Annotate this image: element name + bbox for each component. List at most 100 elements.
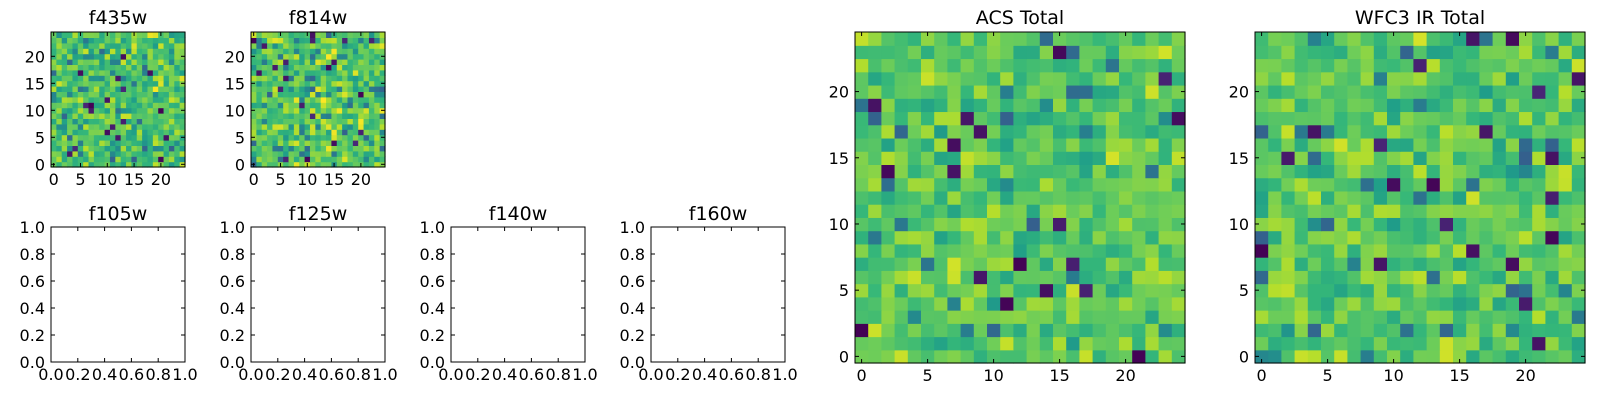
heatmap-cell [1105, 190, 1120, 205]
heatmap-cell [104, 80, 111, 87]
heatmap-cell [256, 91, 263, 98]
heatmap-cell [288, 91, 295, 98]
heatmap-cell [1360, 336, 1375, 351]
heatmap-cell [293, 145, 300, 152]
heatmap-cell [251, 113, 257, 119]
heatmap-cell [272, 161, 279, 168]
heatmap-cell [342, 113, 349, 119]
heatmap-cell [256, 140, 263, 146]
heatmap-cell [261, 91, 268, 98]
heatmap-cell [1413, 164, 1428, 179]
heatmap-cell [163, 140, 170, 146]
heatmap-cell [1373, 257, 1388, 271]
heatmap-cell [1105, 58, 1120, 73]
heatmap-cell [1013, 230, 1028, 245]
heatmap-cell [131, 134, 138, 141]
heatmap-cell [320, 134, 327, 141]
heatmap-cell [251, 64, 257, 71]
heatmap-cell [72, 53, 79, 60]
heatmap-cell [163, 91, 170, 98]
heatmap-cell [1532, 111, 1546, 126]
heatmap-cell [126, 37, 132, 44]
heatmap-cell [77, 107, 84, 114]
heatmap-cell [374, 96, 381, 103]
heatmap-cell [363, 161, 370, 168]
heatmap-cell [304, 69, 311, 76]
heatmap-cell [368, 145, 375, 152]
heatmap-cell [179, 86, 186, 92]
heatmap-cell [304, 150, 311, 157]
heatmap-cell [855, 32, 869, 46]
heatmap-cell [174, 48, 181, 55]
heatmap-cell [72, 145, 79, 152]
heatmap-cell [283, 64, 290, 71]
heatmap-cell [67, 145, 74, 152]
heatmap-cell [142, 59, 149, 65]
heatmap-cell [1066, 84, 1080, 99]
heatmap-cell [868, 84, 882, 99]
heatmap-cell [1439, 32, 1454, 46]
heatmap-cell [1092, 243, 1107, 258]
y-tick-label: 0.0 [20, 353, 45, 372]
x-tick-label: 0.6 [519, 365, 544, 384]
heatmap-cell [261, 150, 268, 157]
tick-marks: 0.0 0.2 0.4 0.6 0.8 1.00.00.20.40.60.81.0 [420, 218, 598, 384]
heatmap-cell [331, 140, 338, 146]
heatmap-cell [256, 150, 263, 157]
heatmap-cell [1268, 190, 1282, 205]
heatmap-cell [1105, 323, 1120, 338]
heatmap-cell [1532, 283, 1546, 298]
heatmap-cell [921, 257, 935, 271]
heatmap-cell [358, 86, 365, 92]
heatmap-cell [126, 75, 132, 82]
heatmap-cell [1505, 283, 1520, 298]
heatmap-cell [56, 53, 63, 60]
heatmap-cell [1466, 137, 1480, 152]
heatmap-cell [83, 118, 90, 125]
heatmap-cell [1532, 164, 1546, 179]
heatmap-cell [347, 96, 354, 103]
heatmap-cell [272, 64, 279, 71]
heatmap-cell [1571, 137, 1586, 152]
heatmap-cell [368, 86, 375, 92]
heatmap-cell [1347, 84, 1362, 99]
heatmap-cell [1079, 32, 1094, 46]
heatmap-cell [1360, 84, 1375, 99]
heatmap-cell [256, 107, 263, 114]
heatmap-cell [960, 310, 975, 324]
heatmap-cell [326, 53, 332, 60]
heatmap-cell [987, 190, 1001, 205]
heatmap-cell [1479, 283, 1494, 298]
heatmap-cell [309, 145, 316, 152]
heatmap-cell [326, 150, 332, 157]
heatmap-cell [109, 129, 116, 136]
heatmap-cell [1545, 32, 1560, 46]
heatmap-cell [1492, 45, 1507, 60]
x-tick-label: 0.4 [292, 365, 317, 384]
heatmap-cell [309, 134, 316, 141]
heatmap-cell [342, 161, 349, 168]
heatmap-cell [320, 107, 327, 114]
heatmap-cell [1492, 190, 1507, 205]
heatmap-cell [109, 80, 116, 87]
heatmap-cell [174, 69, 181, 76]
heatmap-cell [1347, 190, 1362, 205]
heatmap-cell [1479, 84, 1494, 99]
heatmap-cell [358, 145, 365, 152]
heatmap-cell [1132, 124, 1146, 139]
heatmap-cell [320, 69, 327, 76]
heatmap-cell [1119, 45, 1133, 60]
heatmap-cell [120, 150, 127, 157]
heatmap-cell [1307, 217, 1322, 232]
heatmap-cell [261, 59, 268, 65]
heatmap-cell [342, 86, 349, 92]
heatmap-cell [1026, 243, 1041, 258]
heatmap-cell [352, 91, 359, 98]
heatmap-cell [1439, 204, 1454, 218]
heatmap-cell [174, 96, 181, 103]
heatmap-cell [947, 257, 962, 271]
heatmap-cell [1360, 32, 1375, 46]
heatmap-cell [352, 53, 359, 60]
heatmap-cell [342, 64, 349, 71]
heatmap-cell [1387, 336, 1401, 351]
